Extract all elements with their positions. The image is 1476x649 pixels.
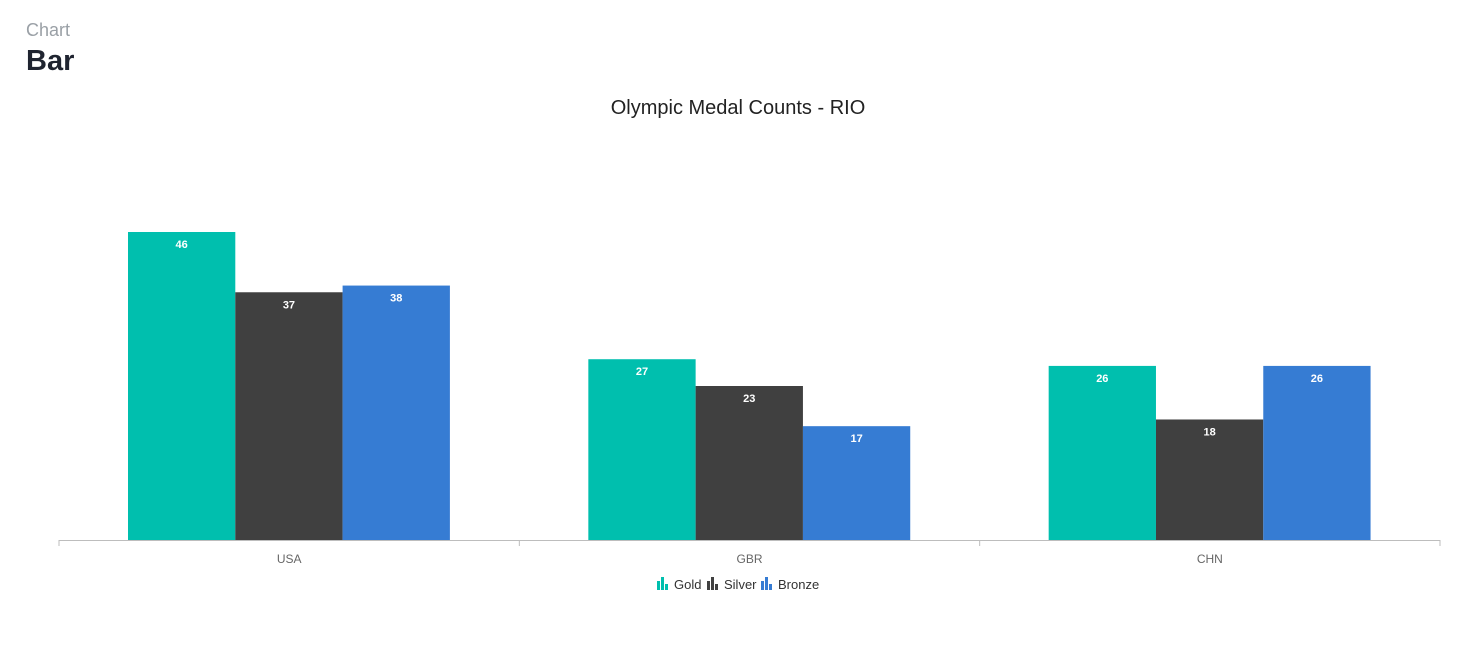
chart-title: Olympic Medal Counts - RIO [611, 97, 866, 119]
bar-silver-gbr[interactable] [695, 386, 803, 540]
x-axis: USA GBR CHN [58, 540, 1441, 566]
bar-silver-usa[interactable] [235, 292, 343, 540]
legend-label-bronze: Bronze [778, 577, 819, 592]
bar-bronze-usa[interactable] [342, 285, 450, 540]
legend-item-gold[interactable]: Gold [657, 577, 701, 592]
data-label-bronze-chn: 26 [1311, 373, 1323, 385]
bar-chart-icon [707, 577, 718, 590]
x-tick-label-usa: USA [277, 552, 302, 566]
data-label-bronze-gbr: 17 [850, 433, 862, 445]
bar-chart-icon [761, 577, 772, 590]
data-label-silver-chn: 18 [1203, 426, 1215, 438]
x-tick-label-chn: CHN [1197, 552, 1223, 566]
bar-gold-gbr[interactable] [588, 359, 696, 540]
data-label-bronze-usa: 38 [390, 293, 402, 305]
bar-silver-chn[interactable] [1155, 419, 1264, 540]
value-labels-group: 46 37 38 27 23 17 26 18 26 [176, 239, 1324, 445]
legend-label-gold: Gold [674, 577, 701, 592]
data-label-gold-chn: 26 [1096, 373, 1108, 385]
legend-item-bronze[interactable]: Bronze [761, 577, 819, 592]
bar-chart-icon [657, 577, 668, 590]
breadcrumb: Chart [26, 20, 71, 40]
bars-group [128, 232, 1371, 540]
page-title: Bar [26, 45, 75, 77]
legend-item-silver[interactable]: Silver [707, 577, 757, 592]
bar-gold-usa[interactable] [128, 232, 236, 540]
data-label-silver-gbr: 23 [743, 393, 755, 405]
data-label-silver-usa: 37 [283, 299, 295, 311]
data-label-gold-usa: 46 [176, 239, 188, 251]
legend: Gold Silver Bronze [657, 577, 819, 592]
x-tick-label-gbr: GBR [736, 552, 762, 566]
bar-bronze-chn[interactable] [1263, 365, 1371, 540]
data-label-gold-gbr: 27 [636, 366, 648, 378]
bar-gold-chn[interactable] [1048, 365, 1156, 540]
bar-bronze-gbr[interactable] [802, 426, 911, 540]
legend-label-silver: Silver [724, 577, 757, 592]
